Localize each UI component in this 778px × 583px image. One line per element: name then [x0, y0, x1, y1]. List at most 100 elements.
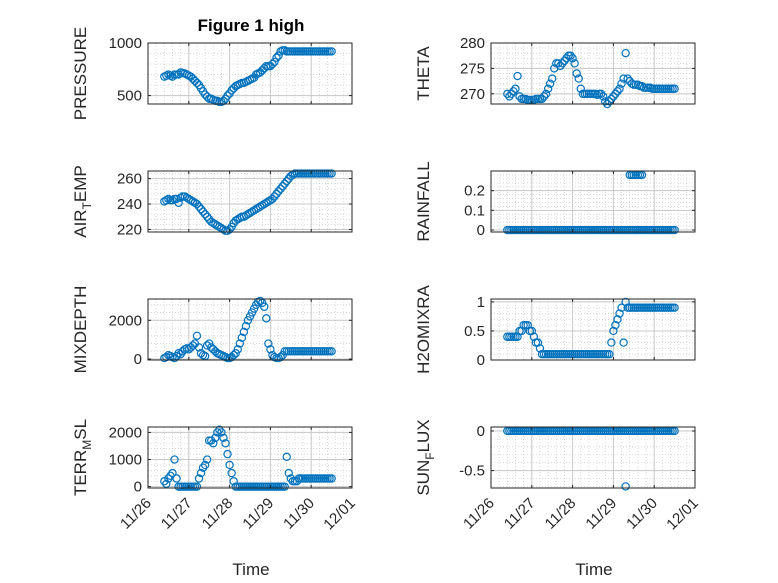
- data-point: [170, 353, 179, 363]
- data-point: [280, 179, 289, 188]
- data-point: [162, 196, 171, 205]
- x-tick-label: 11/30: [280, 495, 318, 533]
- data-point: [596, 89, 606, 99]
- data-point: [570, 59, 579, 68]
- data-point: [209, 439, 218, 448]
- data-point: [264, 339, 273, 348]
- x-tick-label: 11/29: [239, 495, 277, 533]
- data-point: [211, 220, 220, 229]
- y-tick-label: 1000: [109, 35, 142, 52]
- subplot-terr: 0 1000 2000 TERRMSL 11/26 11/27 11/28 11/29 11/3…: [71, 419, 359, 533]
- subplot-rainfall: 0 0.1 0.2 RAINFALL: [414, 161, 696, 242]
- subplot-h2omixra: 0 0.5 1 H2OMIXRA: [414, 284, 696, 374]
- data-point: [327, 474, 336, 483]
- x-tick-label: 11/28: [542, 495, 580, 533]
- axes-box: [490, 298, 696, 361]
- data-point: [270, 57, 279, 67]
- subplot-air: 220 240 260 AIRTEMP: [71, 165, 353, 238]
- data-point: [213, 428, 222, 437]
- x-tick-label: 12/01: [320, 495, 359, 534]
- y-tick-label: 270: [460, 86, 485, 103]
- data-point: [184, 194, 193, 204]
- y-axis-label: TERRMSL: [71, 419, 94, 496]
- data-point: [219, 433, 228, 443]
- y-axis-label: SUNFLUX: [414, 419, 437, 495]
- data-point: [192, 482, 202, 491]
- data-point: [243, 210, 253, 219]
- axes-box: [147, 426, 353, 489]
- y-tick-label: 0: [134, 479, 142, 496]
- data-point: [262, 314, 271, 323]
- axes-box: [490, 426, 696, 489]
- data-point: [223, 449, 232, 459]
- data-point: [225, 460, 234, 470]
- data-point: [280, 482, 289, 491]
- data-point: [621, 482, 630, 491]
- data-point: [202, 455, 212, 464]
- data-point: [617, 79, 626, 88]
- x-tick-label: 11/27: [501, 495, 539, 533]
- y-tick-label: 1: [477, 294, 485, 311]
- data-point: [170, 455, 179, 464]
- data-point: [211, 433, 220, 443]
- data-point: [284, 468, 293, 478]
- axes-box: [147, 170, 353, 233]
- data-point: [548, 74, 557, 83]
- y-axis-label: AIRTEMP: [71, 165, 94, 238]
- data-point: [200, 460, 210, 470]
- data-point: [256, 202, 265, 211]
- data-point: [176, 193, 185, 202]
- data-point: [198, 463, 208, 472]
- data-point: [509, 87, 518, 96]
- y-tick-label: 0.1: [464, 202, 485, 219]
- x-tick-label: 11/29: [582, 495, 620, 533]
- y-tick-label: 0.5: [464, 323, 485, 340]
- data-point: [576, 84, 585, 93]
- data-point: [611, 320, 620, 330]
- data-point: [617, 303, 626, 312]
- data-point: [621, 297, 630, 307]
- data-point: [609, 92, 618, 101]
- data-point: [223, 91, 232, 100]
- subplot-sun: -0.5 0 SUNFLUX 11/26 11/27 11/28 11/29 11/30 12/…: [414, 419, 702, 533]
- data-point: [247, 207, 257, 216]
- subplot-mixdepth: 0 2000 MIXDEPTH: [71, 286, 353, 374]
- data-point: [513, 332, 522, 341]
- y-tick-label: 2000: [109, 424, 142, 441]
- data-point: [229, 477, 238, 486]
- axes-box: [147, 298, 353, 361]
- data-point: [270, 192, 279, 201]
- x-axis-label-right: Time: [575, 560, 612, 579]
- data-point: [615, 84, 624, 93]
- data-point: [172, 474, 181, 483]
- data-point: [180, 192, 189, 201]
- data-point: [253, 203, 263, 213]
- data-point: [513, 71, 522, 81]
- data-point: [607, 94, 616, 104]
- data-point: [262, 198, 271, 207]
- data-point: [264, 197, 273, 206]
- data-point: [527, 326, 537, 336]
- data-point: [251, 204, 261, 214]
- x-tick-label: 11/28: [199, 495, 237, 533]
- data-point: [198, 207, 208, 216]
- y-tick-label: -0.5: [459, 463, 485, 480]
- data-point: [260, 302, 269, 311]
- data-point: [225, 225, 234, 234]
- data-point: [213, 221, 222, 230]
- y-axis-label: MIXDEPTH: [71, 286, 90, 374]
- data-point: [505, 92, 514, 101]
- data-point: [188, 197, 198, 206]
- data-point: [282, 452, 291, 462]
- data-point: [274, 187, 283, 196]
- data-point: [623, 74, 632, 83]
- data-point: [249, 206, 259, 215]
- data-point: [268, 59, 277, 69]
- data-point: [272, 189, 281, 199]
- y-tick-label: 260: [117, 171, 142, 188]
- subplot-pressure: 500 1000 PRESSURE: [71, 27, 353, 120]
- data-point: [190, 76, 200, 86]
- data-point: [276, 184, 285, 193]
- x-tick-label: 11/27: [158, 495, 196, 533]
